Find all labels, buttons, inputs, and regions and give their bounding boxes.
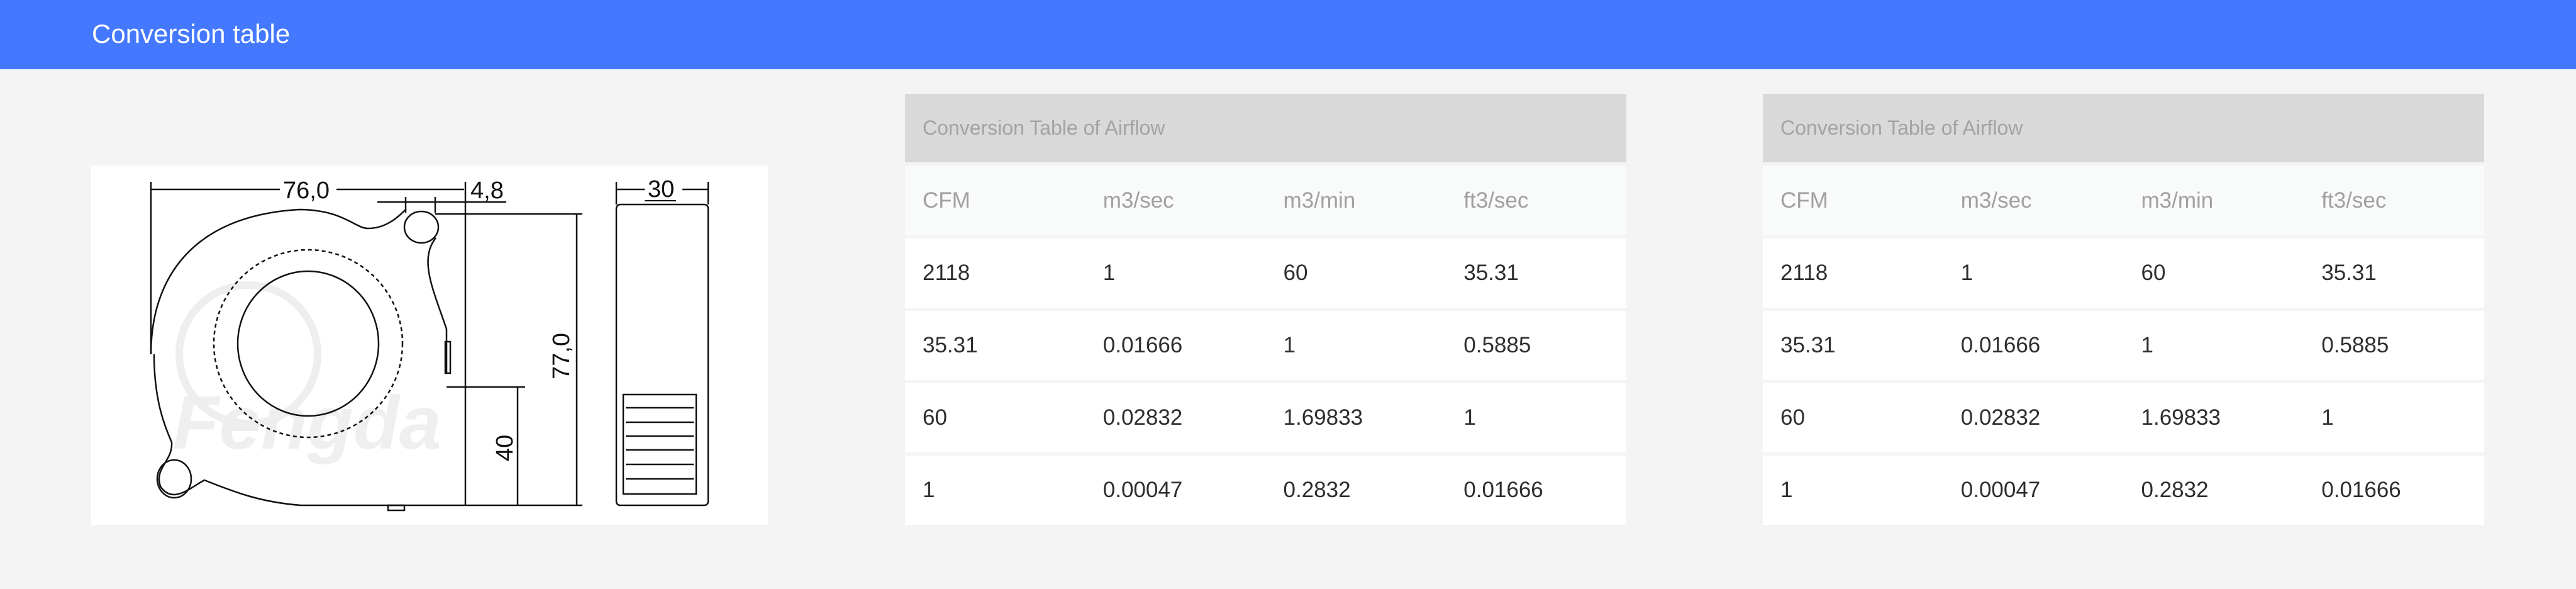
caption-text: Conversion Table of Airflow xyxy=(923,116,1165,139)
table-row: 60 0.02832 1.69833 1 xyxy=(1763,383,2484,452)
column-header: m3/sec xyxy=(1102,188,1174,213)
fan-dimension-drawing: Fengda xyxy=(91,165,768,525)
table-caption: Conversion Table of Airflow xyxy=(1763,94,2484,162)
table-row: 1 0.00047 0.2832 0.01666 xyxy=(1763,456,2484,525)
table-cell: 1 xyxy=(1102,261,1116,285)
page-title: Conversion table xyxy=(92,19,291,48)
dim-height-label: 77,0 xyxy=(548,333,575,379)
table-cell: 1.69833 xyxy=(1283,405,1363,430)
table-cell: 1 xyxy=(1283,333,1296,357)
table-row: 60 0.02832 1.69833 1 xyxy=(905,383,1626,452)
table-cell: 2118 xyxy=(923,261,970,285)
table-cell: 0.01666 xyxy=(1463,478,1543,502)
table-cell: 1 xyxy=(923,478,935,502)
column-header: ft3/sec xyxy=(2321,188,2387,213)
column-header: m3/min xyxy=(2141,188,2214,213)
caption-text: Conversion Table of Airflow xyxy=(1780,116,2023,139)
table-cell: 1 xyxy=(2141,333,2153,357)
table-cell: 35.31 xyxy=(1463,261,1519,285)
table-cell: 0.02832 xyxy=(1102,405,1183,430)
table-cell: 0.00047 xyxy=(1102,478,1183,502)
table-cell: 60 xyxy=(2141,261,2166,285)
table-cell: 0.01666 xyxy=(1960,333,2041,357)
table-cell: 0.02832 xyxy=(1960,405,2041,430)
table-cell: 0.5885 xyxy=(1463,333,1531,357)
table-cell: 0.01666 xyxy=(1102,333,1183,357)
table-row: 2118 1 60 35.31 xyxy=(905,238,1626,308)
table-cell: 1 xyxy=(1780,478,1793,502)
table-cell: 0.00047 xyxy=(1960,478,2041,502)
table-cell: 60 xyxy=(923,405,947,430)
table-row: 35.31 0.01666 1 0.5885 xyxy=(905,311,1626,380)
table-cell: 0.2832 xyxy=(2141,478,2209,502)
dim-depth-label: 30 xyxy=(648,176,674,203)
table-cell: 1.69833 xyxy=(2141,405,2221,430)
column-header: CFM xyxy=(1780,188,1828,213)
header-bar: Conversion table xyxy=(0,0,2576,69)
table-row: 35.31 0.01666 1 0.5885 xyxy=(1763,311,2484,380)
table-cell: 60 xyxy=(1283,261,1308,285)
column-header: ft3/sec xyxy=(1463,188,1529,213)
dim-width-label: 76,0 xyxy=(283,177,330,204)
column-header: m3/sec xyxy=(1960,188,2032,213)
table-cell: 1 xyxy=(2321,405,2334,430)
table-cell: 35.31 xyxy=(1780,333,1836,357)
table-row: 1 0.00047 0.2832 0.01666 xyxy=(905,456,1626,525)
column-header: m3/min xyxy=(1283,188,1356,213)
table-cell: 1 xyxy=(1960,261,1974,285)
table-cell: 1 xyxy=(1463,405,1476,430)
table-cell: 0.2832 xyxy=(1283,478,1351,502)
table-header-row: CFM m3/sec m3/min ft3/sec xyxy=(1763,166,2484,235)
table-cell: 35.31 xyxy=(923,333,978,357)
airflow-conversion-table-1: Conversion Table of Airflow CFM m3/sec m… xyxy=(905,94,1626,528)
table-header-row: CFM m3/sec m3/min ft3/sec xyxy=(905,166,1626,235)
table-row: 2118 1 60 35.31 xyxy=(1763,238,2484,308)
dim-offset-label: 4,8 xyxy=(470,177,504,204)
table-cell: 60 xyxy=(1780,405,1805,430)
table-cell: 0.5885 xyxy=(2321,333,2389,357)
airflow-conversion-table-2: Conversion Table of Airflow CFM m3/sec m… xyxy=(1763,94,2484,528)
blower-fan-schematic: Fengda xyxy=(150,176,709,512)
table-cell: 35.31 xyxy=(2321,261,2377,285)
table-cell: 0.01666 xyxy=(2321,478,2401,502)
column-header: CFM xyxy=(923,188,970,213)
table-cell: 2118 xyxy=(1780,261,1828,285)
table-caption: Conversion Table of Airflow xyxy=(905,94,1626,162)
dim-lower-label: 40 xyxy=(492,435,518,461)
